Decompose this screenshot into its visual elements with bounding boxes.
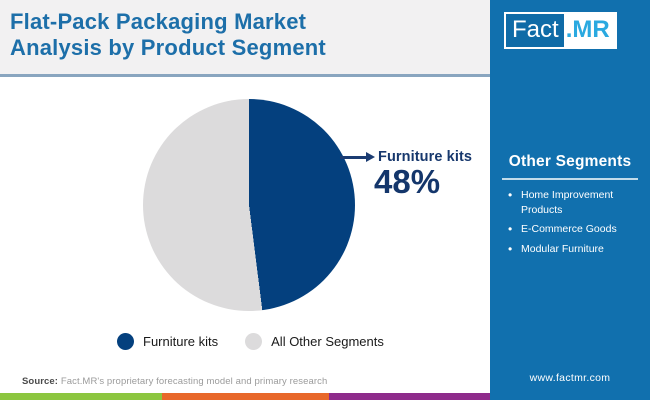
factmr-logo: Fact .MR	[504, 12, 617, 49]
page-title: Flat-Pack Packaging Market Analysis by Pr…	[10, 9, 490, 61]
callout-arrow-head-icon	[366, 151, 375, 162]
sidebar: Fact .MR Other Segments Home Improvement…	[490, 0, 650, 400]
page-title-line2: Analysis by Product Segment	[10, 34, 326, 60]
chart-panel: Flat-Pack Packaging Market Analysis by Pr…	[0, 0, 490, 400]
legend-dot-all-other-segments	[245, 333, 263, 350]
footer-strip-purple	[329, 393, 490, 400]
legend-item-furniture-kits: Furniture kits	[117, 333, 218, 350]
pie-chart	[143, 99, 355, 311]
source-label: Source:	[22, 376, 59, 387]
source-text: Fact.MR's proprietary forecasting model …	[58, 376, 328, 387]
list-item-home-improvement-products: Home Improvement Products	[508, 187, 642, 218]
callout-arrow-line	[340, 156, 368, 159]
legend-item-all-other-segments: All Other Segments	[245, 333, 384, 350]
legend-label-furniture-kits: Furniture kits	[143, 334, 219, 349]
logo-fact-text: Fact	[506, 14, 564, 47]
logo-mr-text: .MR	[563, 14, 615, 47]
sidebar-divider	[502, 178, 638, 180]
website-link[interactable]: www.factmr.com	[529, 372, 611, 384]
source-note: Source: Fact.MR's proprietary forecastin…	[22, 376, 327, 387]
legend: Furniture kits All Other Segments	[117, 333, 384, 350]
footer-strip-orange	[162, 393, 329, 400]
other-segments-heading: Other Segments	[508, 153, 632, 170]
legend-dot-furniture-kits	[117, 333, 134, 350]
footer-strip-green	[0, 393, 162, 400]
callout-segment-label: Furniture kits	[378, 149, 473, 165]
legend-label-all-other-segments: All Other Segments	[271, 334, 384, 349]
list-item-modular-furniture: Modular Furniture	[508, 241, 642, 259]
callout-segment-value: 48%	[374, 163, 441, 200]
footer-color-strip	[0, 393, 490, 400]
other-segments-list: Home Improvement Products E-Commerce Goo…	[508, 187, 642, 261]
page-title-line1: Flat-Pack Packaging Market	[10, 9, 307, 34]
header: Flat-Pack Packaging Market Analysis by Pr…	[0, 0, 490, 77]
list-item-ecommerce-goods: E-Commerce Goods	[508, 221, 642, 239]
